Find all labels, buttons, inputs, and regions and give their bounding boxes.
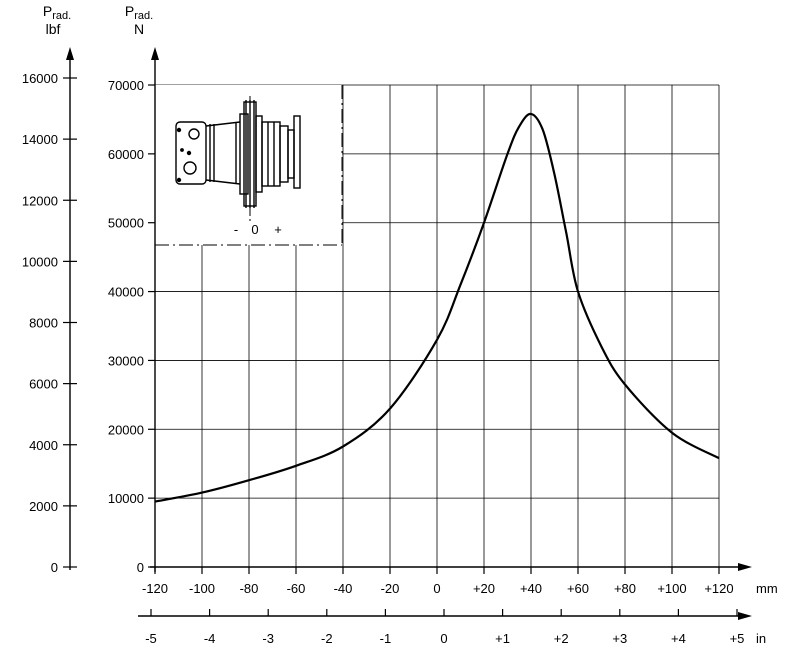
x-axis-mm-unit: mm — [756, 581, 778, 596]
gearbox-drawing — [175, 96, 301, 222]
x-in-tick-label: -4 — [204, 631, 216, 646]
x-in-tick-label: +3 — [612, 631, 627, 646]
x-mm-tick-label: +60 — [567, 581, 589, 596]
x-mm-tick-label: -40 — [334, 581, 353, 596]
axis-ticks — [63, 77, 738, 616]
left-axis-tick-label: 6000 — [29, 377, 58, 392]
right-axis-tick-label: 50000 — [108, 216, 144, 231]
left-axis-tick-label: 2000 — [29, 499, 58, 514]
x-axis-in — [138, 612, 752, 620]
x-mm-tick-label: +120 — [704, 581, 733, 596]
x-axis-mm-arrow — [738, 563, 752, 571]
radial-load-curve — [154, 112, 720, 503]
x-in-tick-label: +1 — [495, 631, 510, 646]
x-mm-tick-label: +20 — [473, 581, 495, 596]
right-axis-arrow — [151, 47, 159, 60]
left-axis-arrow — [66, 47, 74, 60]
x-mm-tick-label: -100 — [189, 581, 215, 596]
x-in-tick-label: -3 — [262, 631, 274, 646]
left-axis — [66, 47, 74, 570]
x-mm-tick-label: -120 — [142, 581, 168, 596]
x-in-tick-label: +4 — [671, 631, 686, 646]
left-axis-tick-label: 4000 — [29, 438, 58, 453]
right-axis-tick-label: 0 — [137, 560, 144, 575]
x-in-tick-label: -2 — [321, 631, 333, 646]
chart-grid — [155, 84, 720, 567]
right-axis-tick-label: 60000 — [108, 147, 144, 162]
left-axis-tick-label: 8000 — [29, 316, 58, 331]
right-axis-tick-label: 30000 — [108, 353, 144, 368]
left-axis-title: Prad. — [43, 3, 71, 22]
right-axis-tick-label: 70000 — [108, 78, 144, 93]
x-axis-in-unit: in — [756, 631, 766, 646]
right-axis-tick-label: 10000 — [108, 491, 144, 506]
inset-position-label: + — [274, 222, 282, 237]
right-axis-title: Prad. — [125, 3, 153, 22]
x-in-tick-label: -1 — [380, 631, 392, 646]
right-axis — [151, 47, 159, 572]
x-in-tick-label: +2 — [554, 631, 569, 646]
left-axis-tick-label: 14000 — [22, 132, 58, 147]
x-mm-tick-label: -20 — [381, 581, 400, 596]
right-axis-tick-label: 40000 — [108, 285, 144, 300]
left-axis-tick-label: 0 — [51, 560, 58, 575]
x-mm-tick-label: +100 — [657, 581, 686, 596]
left-axis-tick-label: 16000 — [22, 71, 58, 86]
tick-labels: 0 2000 4000 6000 8000 10000 12000 14000 16000 0 10… — [22, 71, 745, 646]
left-axis-unit: lbf — [46, 21, 61, 37]
x-mm-tick-label: 0 — [433, 581, 440, 596]
x-in-tick-label: 0 — [440, 631, 447, 646]
x-mm-tick-label: +40 — [520, 581, 542, 596]
inset-position-label: 0 — [251, 222, 258, 237]
left-axis-tick-label: 12000 — [22, 193, 58, 208]
left-axis-tick-label: 10000 — [22, 254, 58, 269]
x-mm-tick-label: -80 — [240, 581, 259, 596]
right-axis-unit: N — [134, 21, 144, 37]
x-axis-mm — [150, 563, 752, 571]
x-in-tick-label: -5 — [145, 631, 157, 646]
right-axis-tick-label: 20000 — [108, 422, 144, 437]
x-axis-in-arrow — [738, 612, 752, 620]
x-mm-tick-label: +80 — [614, 581, 636, 596]
inset-position-label: - — [234, 222, 238, 237]
x-in-tick-label: +5 — [730, 631, 745, 646]
x-mm-tick-label: -60 — [287, 581, 306, 596]
